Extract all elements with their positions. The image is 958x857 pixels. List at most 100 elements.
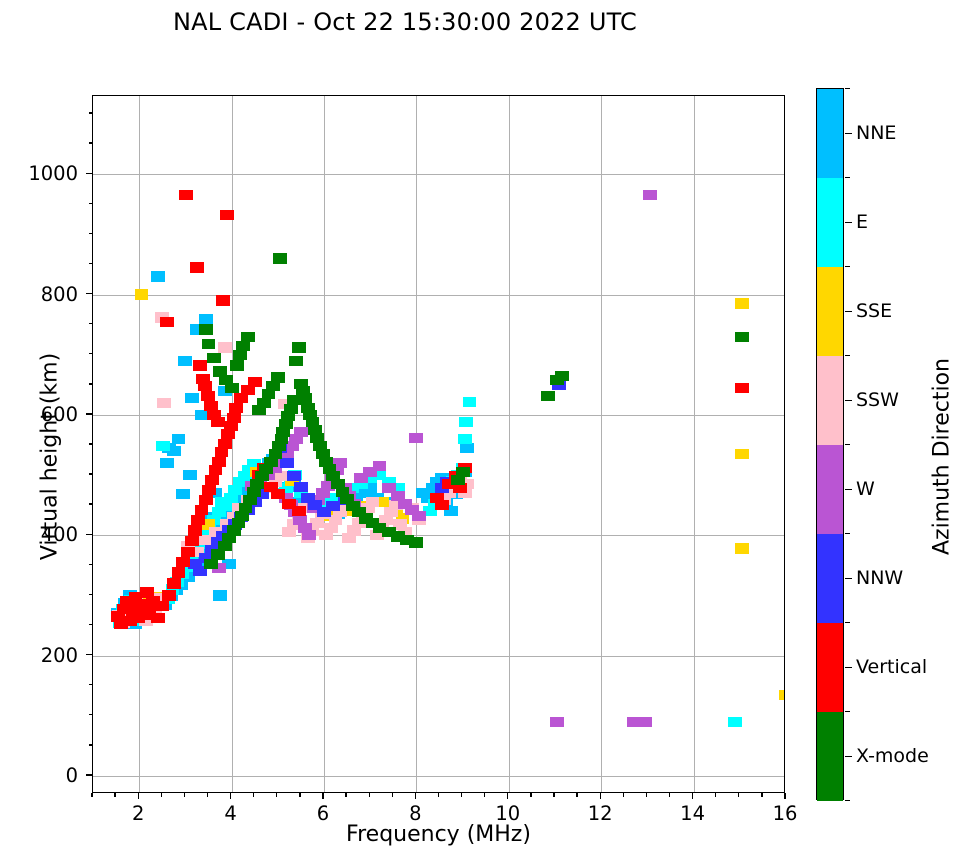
colorbar-segment-nnw[interactable] (817, 534, 843, 623)
data-point (310, 432, 324, 443)
gridline-horizontal (93, 414, 784, 416)
data-point (226, 525, 241, 536)
data-point (297, 522, 312, 534)
data-point (190, 324, 204, 335)
gridline-horizontal (93, 294, 784, 296)
x-minor-tick (761, 793, 763, 797)
data-point (310, 518, 324, 529)
y-minor-tick (88, 383, 92, 385)
data-point (404, 504, 419, 516)
y-minor-tick (88, 683, 92, 686)
x-minor-tick (484, 793, 486, 797)
colorbar-tick (845, 755, 852, 757)
y-tick (86, 413, 92, 415)
gridline-horizontal (93, 535, 784, 537)
colorbar[interactable] (816, 88, 844, 801)
y-tick-label: 800 (40, 282, 78, 306)
data-point (193, 360, 208, 371)
data-point (166, 578, 181, 589)
x-tick (691, 793, 694, 799)
x-minor-tick (276, 793, 278, 797)
y-minor-tick (88, 473, 92, 475)
data-point (459, 417, 474, 428)
data-point (240, 384, 255, 395)
data-point (157, 397, 172, 408)
x-minor-tick (91, 793, 93, 797)
data-point (254, 471, 269, 482)
data-point (236, 340, 251, 351)
data-point (462, 396, 477, 407)
data-point (451, 474, 465, 485)
y-minor-tick (88, 202, 92, 204)
x-minor-tick (345, 793, 347, 797)
data-point (779, 689, 784, 700)
data-point (333, 507, 348, 518)
data-point (134, 599, 148, 610)
x-tick-label: 12 (587, 802, 613, 825)
gridline-vertical (139, 96, 141, 792)
data-point (363, 466, 378, 478)
plot-area[interactable] (92, 95, 785, 793)
data-point (194, 409, 209, 421)
data-point (358, 513, 373, 524)
data-point (234, 510, 249, 522)
data-point (374, 497, 389, 508)
data-point (316, 488, 330, 499)
data-point (162, 590, 177, 601)
y-tick-label: 600 (40, 402, 78, 426)
data-point (224, 382, 239, 393)
x-minor-tick (576, 793, 578, 797)
data-point (448, 489, 463, 500)
data-point (199, 534, 214, 546)
y-tick (86, 774, 92, 776)
data-point (187, 525, 202, 536)
x-tick (599, 793, 601, 799)
y-axis-title: Virtual height (km) (37, 352, 63, 561)
data-point (263, 482, 278, 493)
data-point (268, 462, 283, 473)
data-point (194, 504, 209, 516)
x-minor-tick (738, 793, 740, 797)
data-point (421, 492, 435, 504)
data-point (400, 534, 415, 546)
data-point (210, 417, 225, 428)
data-point (205, 474, 220, 485)
data-point (230, 360, 245, 371)
data-point (300, 402, 315, 413)
colorbar-segment-w[interactable] (817, 445, 843, 534)
data-point (203, 400, 218, 411)
data-point (626, 716, 641, 727)
data-point (238, 503, 253, 514)
y-minor-tick (88, 593, 92, 596)
x-minor-tick (460, 793, 463, 797)
x-tick (322, 793, 324, 799)
colorbar-segment-vertical[interactable] (817, 623, 843, 712)
data-point (270, 372, 285, 383)
colorbar-tick (845, 666, 852, 668)
y-minor-tick (88, 353, 92, 355)
data-point (233, 392, 248, 404)
colorbar-boundary-tick (845, 355, 850, 357)
y-minor-tick (88, 322, 92, 325)
colorbar-segment-e[interactable] (817, 178, 843, 267)
data-point (171, 567, 186, 578)
colorbar-segment-x-mode[interactable] (817, 712, 843, 801)
data-point (326, 471, 341, 482)
data-point (302, 530, 317, 541)
colorbar-segment-sse[interactable] (817, 267, 843, 356)
data-point (142, 605, 157, 616)
colorbar-segment-ssw[interactable] (817, 356, 843, 445)
data-point (222, 559, 237, 570)
data-point (345, 501, 360, 512)
data-point (444, 506, 458, 517)
data-point (430, 492, 445, 504)
data-point (356, 488, 371, 499)
data-point (240, 331, 255, 342)
x-tick (784, 793, 786, 799)
data-point (123, 615, 137, 626)
colorbar-segment-nne[interactable] (817, 89, 843, 178)
data-point (231, 518, 246, 529)
data-point (199, 553, 214, 564)
x-tick (507, 793, 509, 799)
